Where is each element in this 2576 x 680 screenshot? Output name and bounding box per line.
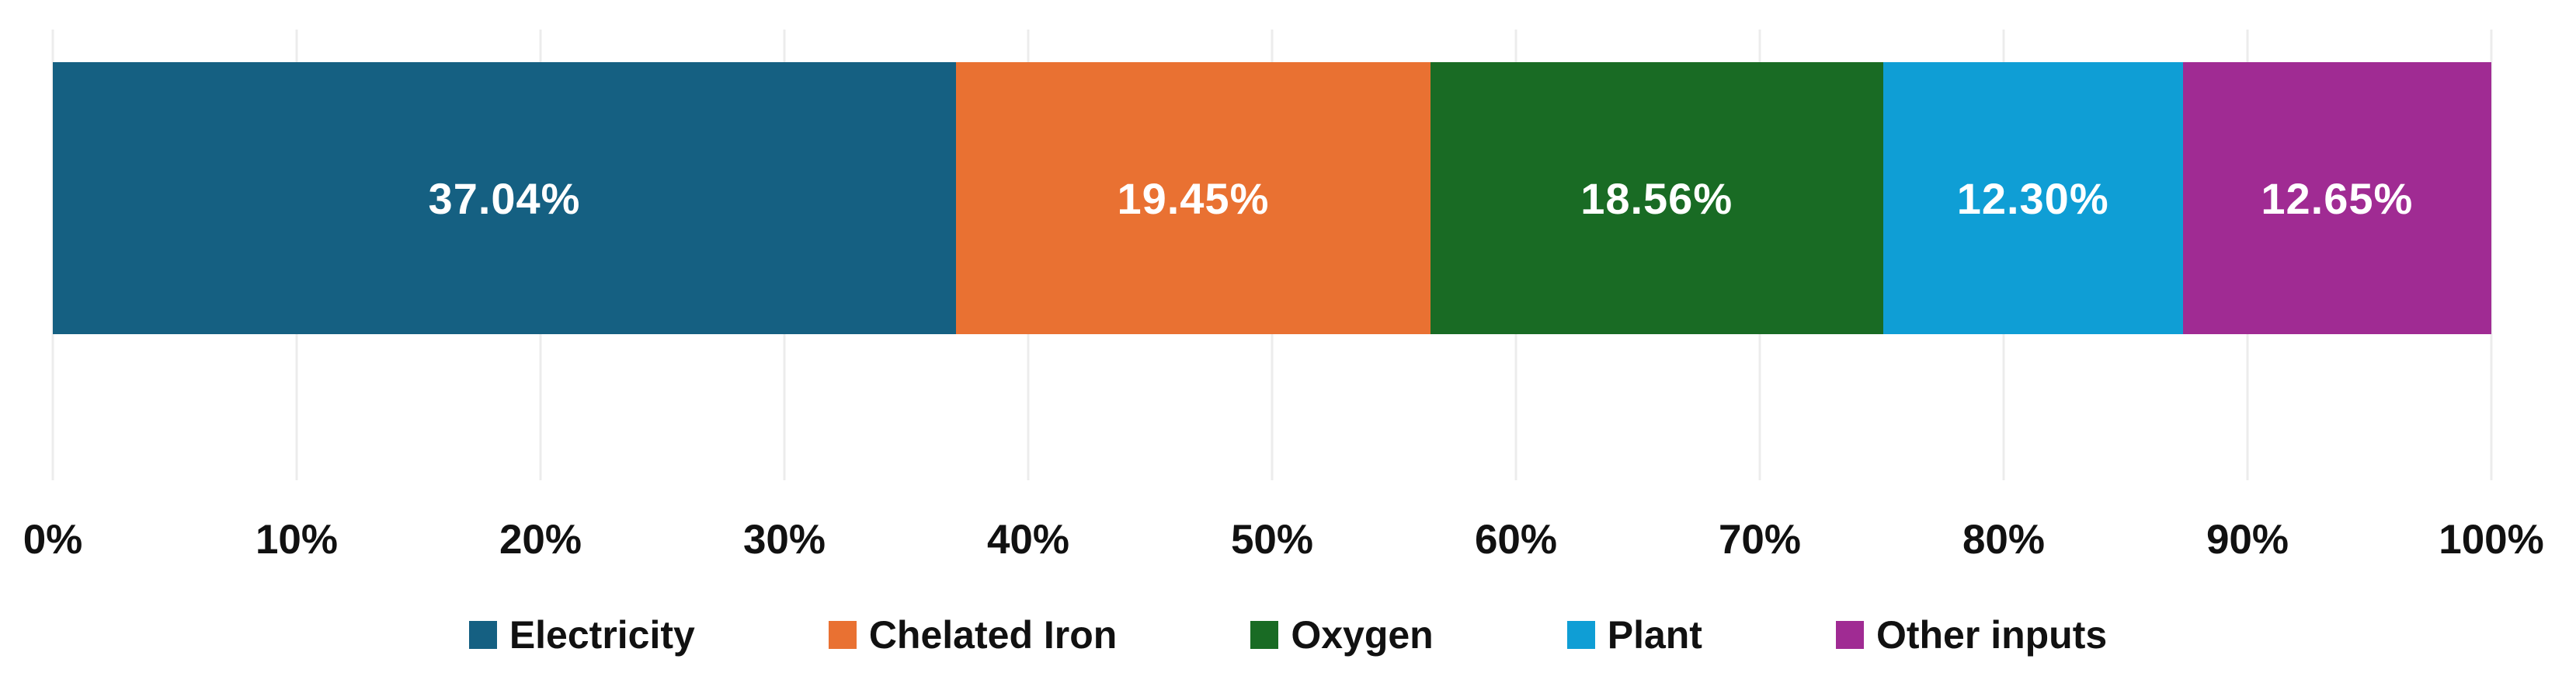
bar-segment-electricity[interactable]: 37.04% [53, 62, 957, 334]
segment-data-label: 19.45% [1117, 173, 1270, 223]
legend-item-chelated-iron[interactable]: Chelated Iron [828, 612, 1118, 657]
x-axis-tick-label: 70% [1718, 517, 1802, 563]
stacked-bar: 37.04% 19.45% 18.56% 12.30% 12.65% [53, 62, 2491, 334]
x-axis-tick-label: 10% [255, 517, 339, 563]
segment-data-label: 12.65% [2261, 173, 2414, 223]
segment-data-label: 37.04% [428, 173, 581, 223]
legend-item-other-inputs[interactable]: Other inputs [1835, 612, 2108, 657]
legend-swatch-icon [1835, 621, 1864, 649]
x-axis-tick-label: 0% [23, 517, 83, 563]
legend-label: Electricity [509, 613, 695, 657]
bar-segment-oxygen[interactable]: 18.56% [1430, 62, 1883, 334]
bar-segment-chelated-iron[interactable]: 19.45% [956, 62, 1431, 334]
legend-swatch-icon [468, 621, 497, 649]
x-axis-tick-label: 40% [986, 517, 1070, 563]
legend-item-electricity[interactable]: Electricity [468, 612, 695, 657]
bar-segment-other-inputs[interactable]: 12.65% [2182, 62, 2491, 334]
legend-item-oxygen[interactable]: Oxygen [1250, 612, 1434, 657]
x-axis-tick-label: 60% [1474, 517, 1558, 563]
legend: Electricity Chelated Iron Oxygen Plant Other… [0, 612, 2576, 657]
gridline-100% [2490, 30, 2493, 480]
legend-swatch-icon [1566, 621, 1595, 649]
legend-label: Plant [1607, 613, 1702, 657]
legend-swatch-icon [1250, 621, 1279, 649]
x-axis-tick-label: 90% [2206, 517, 2289, 563]
x-axis-tick-label: 30% [742, 517, 826, 563]
segment-data-label: 12.30% [1956, 173, 2109, 223]
legend-label: Chelated Iron [868, 613, 1118, 657]
legend-label: Oxygen [1291, 613, 1434, 657]
segment-data-label: 18.56% [1580, 173, 1733, 223]
x-axis-tick-label: 80% [1962, 517, 2046, 563]
legend-swatch-icon [828, 621, 857, 649]
legend-item-plant[interactable]: Plant [1566, 612, 1702, 657]
x-axis-tick-label: 100% [2439, 517, 2544, 563]
bar-segment-plant[interactable]: 12.30% [1882, 62, 2183, 334]
x-axis-tick-label: 20% [499, 517, 582, 563]
x-axis-tick-label: 50% [1230, 517, 1314, 563]
legend-label: Other inputs [1876, 613, 2108, 657]
